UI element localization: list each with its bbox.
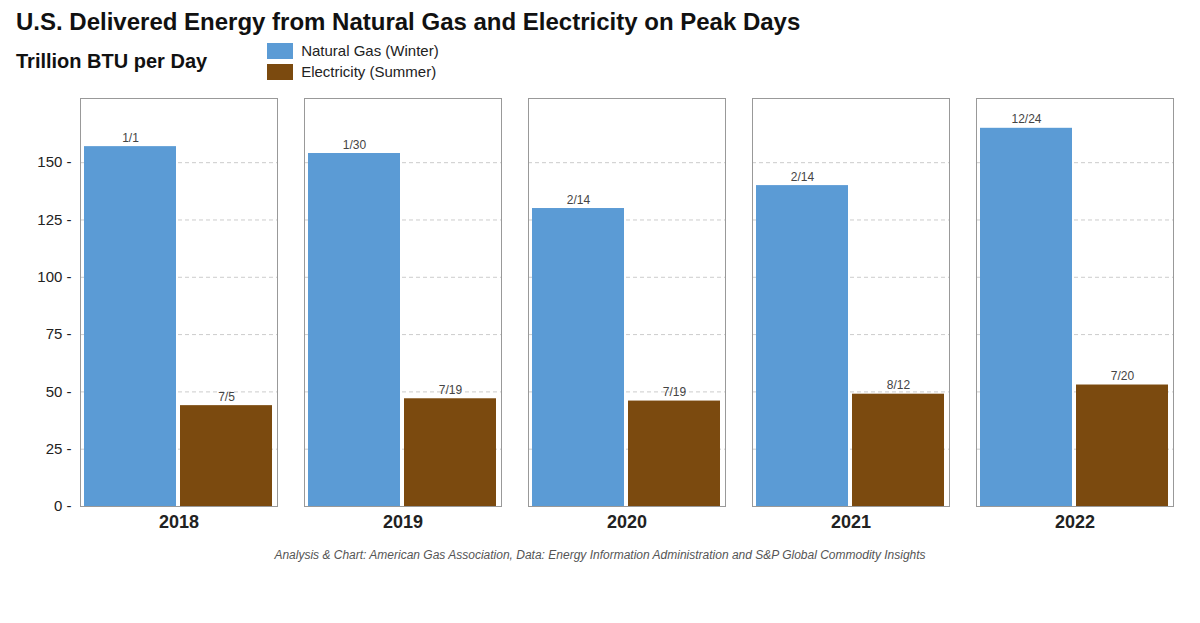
- svg-text:2/14: 2/14: [567, 193, 591, 207]
- svg-text:100 -: 100 -: [37, 268, 71, 285]
- svg-text:0 -: 0 -: [54, 497, 72, 514]
- html-text:Natural Gas (Winter): Natural Gas (Winter): [301, 42, 439, 59]
- svg-text:2018: 2018: [159, 512, 199, 532]
- svg-text:150 -: 150 -: [37, 153, 71, 170]
- svg-text:50 -: 50 -: [46, 383, 72, 400]
- svg-text:1/1: 1/1: [122, 131, 139, 145]
- svg-text:2020: 2020: [607, 512, 647, 532]
- html-text:Trillion BTU per Day: Trillion BTU per Day: [16, 49, 208, 72]
- svg-text:25 -: 25 -: [46, 440, 72, 457]
- svg-text:75 -: 75 -: [46, 325, 72, 342]
- html-text:Analysis & Chart: American Gas: Analysis & Chart: American Gas Associati…: [274, 548, 926, 562]
- svg-text:2/14: 2/14: [791, 170, 815, 184]
- svg-text:7/19: 7/19: [439, 383, 463, 397]
- svg-text:125 -: 125 -: [37, 211, 71, 228]
- html-text:Electricity (Summer): Electricity (Summer): [301, 63, 437, 80]
- svg-text:2021: 2021: [831, 512, 871, 532]
- svg-text:1/30: 1/30: [343, 138, 367, 152]
- svg-text:2022: 2022: [1055, 512, 1095, 532]
- svg-text:7/5: 7/5: [218, 390, 235, 404]
- svg-text:2019: 2019: [383, 512, 423, 532]
- svg-text:8/12: 8/12: [887, 378, 911, 392]
- svg-text:7/20: 7/20: [1111, 369, 1135, 383]
- svg-text:7/19: 7/19: [663, 385, 687, 399]
- svg-text:12/24: 12/24: [1011, 112, 1041, 126]
- html-text:U.S. Delivered Energy from Nat: U.S. Delivered Energy from Natural Gas a…: [16, 8, 801, 35]
